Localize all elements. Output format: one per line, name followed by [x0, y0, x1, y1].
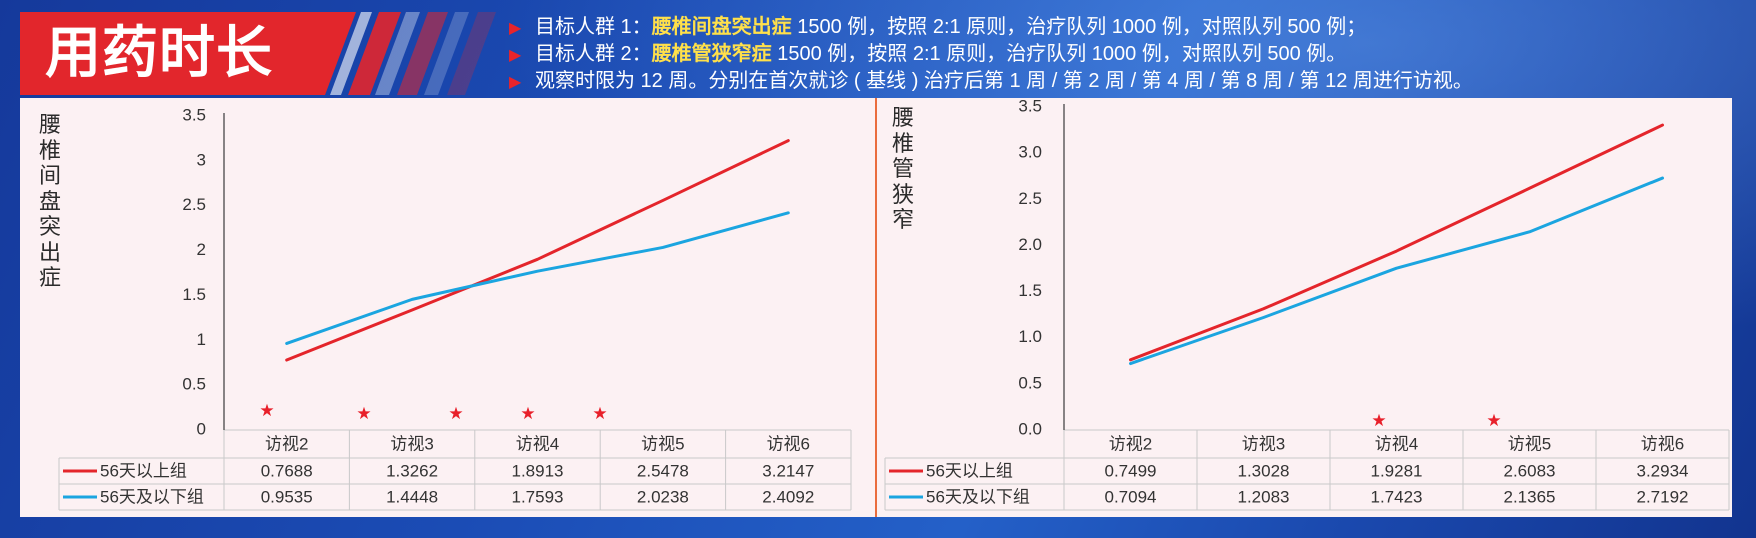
y-tick-label: 1.0	[1018, 327, 1042, 346]
chart-divider	[875, 98, 877, 517]
title-banner-red-block	[20, 12, 356, 95]
y-tick-label: 0.5	[1018, 373, 1042, 392]
data-table-value: 2.5478	[637, 462, 689, 481]
table-header-cell: 访视5	[1508, 435, 1551, 454]
bullet-lead: 目标人群 1：	[535, 16, 652, 38]
data-table-value: 1.2083	[1238, 488, 1290, 507]
significance-star-icon: ★	[1486, 411, 1502, 430]
data-table-value: 1.4448	[386, 488, 438, 507]
bullet-observation-period: ▶ 观察时限为 12 周。分别在首次就诊 ( 基线 ) 治疗后第 1 周 / 第 …	[509, 68, 1473, 95]
y-tick-label: 3.5	[182, 106, 206, 125]
data-table-value: 1.7593	[512, 488, 564, 507]
data-table-value: 0.7094	[1105, 488, 1157, 507]
triangle-bullet-icon: ▶	[509, 74, 522, 91]
data-table-value: 1.9281	[1371, 462, 1423, 481]
lumbar-spinal-stenosis-line-chart: 0.0 0.5 1.0 1.5 2.0 2.5 3.0 3.5 访视2 访视3 访视4 访视5 访视6 5…	[884, 98, 1730, 511]
y-tick-label: 3	[197, 150, 206, 169]
table-header-cell: 访视6	[767, 435, 810, 454]
data-table-value: 0.9535	[261, 488, 313, 507]
data-table-value: 3.2147	[762, 462, 814, 481]
study-description-list: ▶ 目标人群 1：腰椎间盘突出症 1500 例，按照 2:1 原则，治疗队列 10…	[509, 14, 1473, 95]
bullet-rest: 1500 例，按照 2:1 原则，治疗队列 1000 例，对照队列 500 例。	[771, 43, 1347, 65]
y-tick-label: 1.5	[1018, 281, 1042, 300]
significance-star-icon: ★	[448, 404, 464, 423]
bullet-target-population-2: ▶ 目标人群 2：腰椎管狭窄症 1500 例，按照 2:1 原则，治疗队列 100…	[509, 41, 1473, 68]
y-tick-label: 0.0	[1018, 420, 1042, 439]
bullet-highlight: 腰椎间盘突出症	[651, 16, 792, 38]
banner-stripe	[447, 12, 496, 95]
data-table-value: 1.7423	[1371, 488, 1423, 507]
triangle-bullet-icon: ▶	[509, 47, 522, 64]
data-table-value: 2.7192	[1637, 488, 1689, 507]
data-table-value: 2.0238	[637, 488, 689, 507]
y-tick-label: 2	[197, 240, 206, 259]
significance-star-icon: ★	[356, 404, 372, 423]
series-line-1	[285, 139, 790, 362]
table-header-cell: 访视2	[265, 435, 308, 454]
series-line-1	[1129, 123, 1664, 362]
bullet-lead: 观察时限为 12 周。分别在首次就诊 ( 基线 ) 治疗后第 1 周 / 第 2…	[535, 70, 1473, 92]
banner-stripe	[397, 12, 448, 95]
y-tick-label: 2.5	[1018, 189, 1042, 208]
data-table-value: 2.4092	[762, 488, 814, 507]
legend-label: 56天及以下组	[926, 488, 1030, 507]
bullet-lead: 目标人群 2：	[535, 43, 652, 65]
data-table-value: 2.1365	[1504, 488, 1556, 507]
data-table-value: 0.7688	[261, 462, 313, 481]
data-table-grid	[884, 429, 1730, 511]
bullet-target-population-1: ▶ 目标人群 1：腰椎间盘突出症 1500 例，按照 2:1 原则，治疗队列 10…	[509, 14, 1473, 41]
table-header-cell: 访视2	[1109, 435, 1152, 454]
banner-stripe	[330, 12, 372, 95]
series-line-2	[285, 211, 790, 345]
series-line-2	[1129, 176, 1664, 366]
y-tick-label: 3.0	[1018, 143, 1042, 162]
table-header-cell: 访视4	[516, 435, 559, 454]
table-header-cell: 访视4	[1375, 435, 1418, 454]
legend-label: 56天以上组	[926, 462, 1013, 481]
banner-stripe	[424, 12, 469, 95]
y-tick-label: 0.5	[182, 375, 206, 394]
y-tick-label: 2.5	[182, 195, 206, 214]
significance-star-icon: ★	[520, 404, 536, 423]
data-table-value: 1.8913	[512, 462, 564, 481]
y-tick-label: 1	[197, 330, 206, 349]
banner-stripe	[348, 12, 401, 95]
lumbar-disc-herniation-line-chart: 0 0.5 1 1.5 2 2.5 3 3.5 访视2 访视3 访视4 访视5 访视6 56天以上组 0.7…	[58, 106, 852, 511]
data-table-value: 0.7499	[1105, 462, 1157, 481]
legend-label: 56天以上组	[100, 462, 187, 481]
table-header-cell: 访视3	[1242, 435, 1285, 454]
y-tick-label: 0	[197, 420, 206, 439]
significance-star-icon: ★	[1371, 411, 1387, 430]
table-header-cell: 访视5	[641, 435, 684, 454]
table-header-cell: 访视6	[1641, 435, 1684, 454]
triangle-bullet-icon: ▶	[509, 20, 522, 37]
bullet-highlight: 腰椎管狭窄症	[651, 43, 772, 65]
data-table-grid	[58, 429, 852, 511]
bullet-rest: 1500 例，按照 2:1 原则，治疗队列 1000 例，对照队列 500 例；	[791, 16, 1367, 38]
legend-label: 56天及以下组	[100, 488, 204, 507]
data-table-value: 1.3262	[386, 462, 438, 481]
table-header-cell: 访视3	[390, 435, 433, 454]
y-tick-label: 3.5	[1018, 98, 1042, 116]
significance-star-icon: ★	[259, 401, 275, 420]
y-tick-label: 2.0	[1018, 235, 1042, 254]
significance-star-icon: ★	[592, 404, 608, 423]
y-tick-label: 1.5	[182, 285, 206, 304]
left-chart-y-axis-label: 腰椎间盘突出症	[38, 112, 61, 290]
title-banner-shape	[20, 12, 496, 95]
data-table-value: 1.3028	[1238, 462, 1290, 481]
data-table-value: 2.6083	[1504, 462, 1556, 481]
data-table-value: 3.2934	[1637, 462, 1689, 481]
right-chart-y-axis-label: 腰椎管狭窄	[891, 105, 914, 232]
page-title: 用药时长	[45, 21, 273, 84]
banner-stripe	[375, 12, 420, 95]
